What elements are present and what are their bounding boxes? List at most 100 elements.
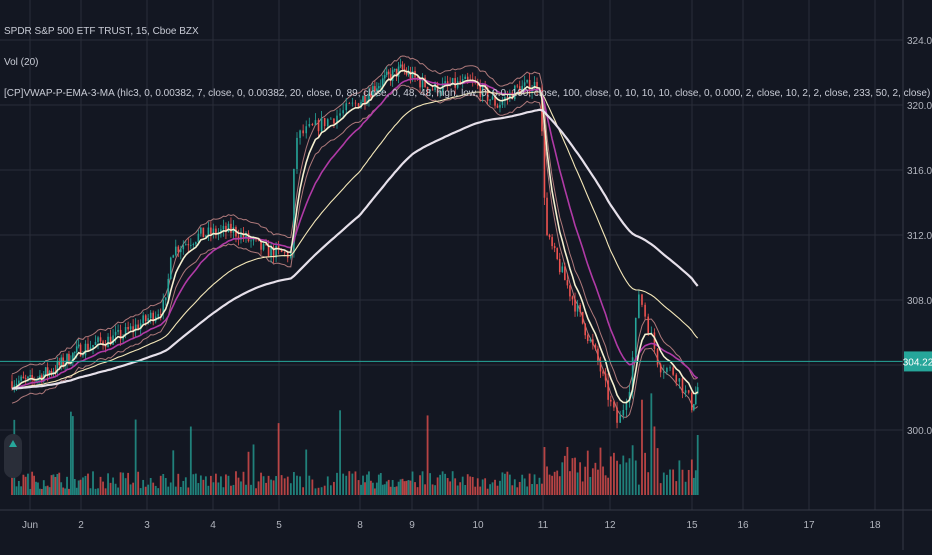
volume-bar [461,476,464,495]
candle-body [558,258,561,273]
x-tick-label: 4 [210,520,216,531]
candle-body [459,81,461,84]
volume-bar [326,476,329,495]
candle-body [662,371,665,373]
volume-bar [302,487,305,495]
candle-body [504,97,506,101]
candle-body [15,383,18,386]
candle-body [528,79,531,93]
volume-bar [22,474,25,495]
volume-bar [129,484,132,495]
volume-bar [696,435,699,495]
volume-bar [11,472,13,495]
volume-bars [11,393,699,495]
volume-bar [366,474,368,495]
candle-body [339,113,341,116]
volume-legend[interactable]: Vol (20) [4,57,39,68]
volume-bar [381,484,384,495]
candle-body [409,71,412,80]
candle-body [523,82,526,86]
volume-bar [169,482,172,495]
candle-body [117,329,119,332]
candle-body [357,103,360,108]
volume-bar [584,466,587,495]
volume-bar [199,475,202,495]
volume-bar [336,472,338,495]
volume-bar [134,419,137,495]
candle-body [20,376,22,381]
candle-body [72,353,74,363]
volume-bar [538,477,541,495]
candle-body [638,294,640,318]
symbol-legend[interactable]: SPDR S&P 500 ETF TRUST, 15, Cboe BZX [4,26,199,37]
candlesticks [11,58,699,429]
volume-bar [446,478,449,495]
volume-bar [33,475,35,495]
volume-bar [416,487,419,495]
candle-body [647,316,650,333]
volume-bar [409,480,412,495]
candle-body [89,347,92,351]
candle-body [656,348,659,365]
volume-bar [631,445,634,495]
volume-bar [102,481,104,495]
volume-bar [403,481,406,495]
candle-body [586,335,589,341]
candle-body [518,86,521,94]
volume-bar [354,471,357,495]
indicator-legend[interactable]: [CP]VWAP-P-EMA-3-MA (hlc3, 0, 0.00382, 7… [4,88,931,99]
volume-bar [227,475,230,495]
volume-bar [526,486,529,495]
candle-body [380,85,382,87]
volume-bar [24,476,27,495]
candle-body [174,246,177,256]
volume-bar [456,485,459,495]
volume-bar [157,488,160,495]
candle-body [18,380,20,384]
candle-body [351,102,354,104]
candle-body [283,251,286,253]
candle-body [159,314,162,315]
candle-body [192,244,195,245]
volume-bar [411,471,414,495]
volume-bar [421,471,424,495]
y-tick-label: 300.00 [907,426,932,437]
candle-body [631,357,634,392]
volume-bar [139,488,142,495]
volume-bar [293,472,295,495]
candle-body [368,93,370,101]
candle-body [185,244,187,246]
volume-bar [571,458,574,495]
volume-bar [40,488,43,495]
volume-bar [599,447,602,495]
volume-bar [225,474,227,495]
volume-bar [431,484,434,495]
volume-bar [37,482,39,495]
volume-bar [616,460,618,495]
volume-bar [71,416,74,495]
volume-bar [508,474,511,495]
volume-bar [607,477,610,495]
volume-bar [589,476,592,495]
candle-body [393,68,396,71]
x-tick-label: 9 [409,520,415,531]
candle-body [84,343,87,356]
candle-body [385,71,388,76]
candle-body [82,355,84,357]
candle-body [27,376,29,379]
candle-body [387,71,390,75]
candle-body [429,89,431,92]
candle-body [212,228,215,235]
candle-body [354,102,357,104]
volume-bar [439,474,442,495]
candle-body [553,246,556,249]
volume-bar [17,480,20,495]
volume-bar [46,485,49,495]
candle-body [602,371,604,374]
candle-body [451,78,454,85]
candle-body [607,380,609,400]
candle-body [464,76,466,80]
